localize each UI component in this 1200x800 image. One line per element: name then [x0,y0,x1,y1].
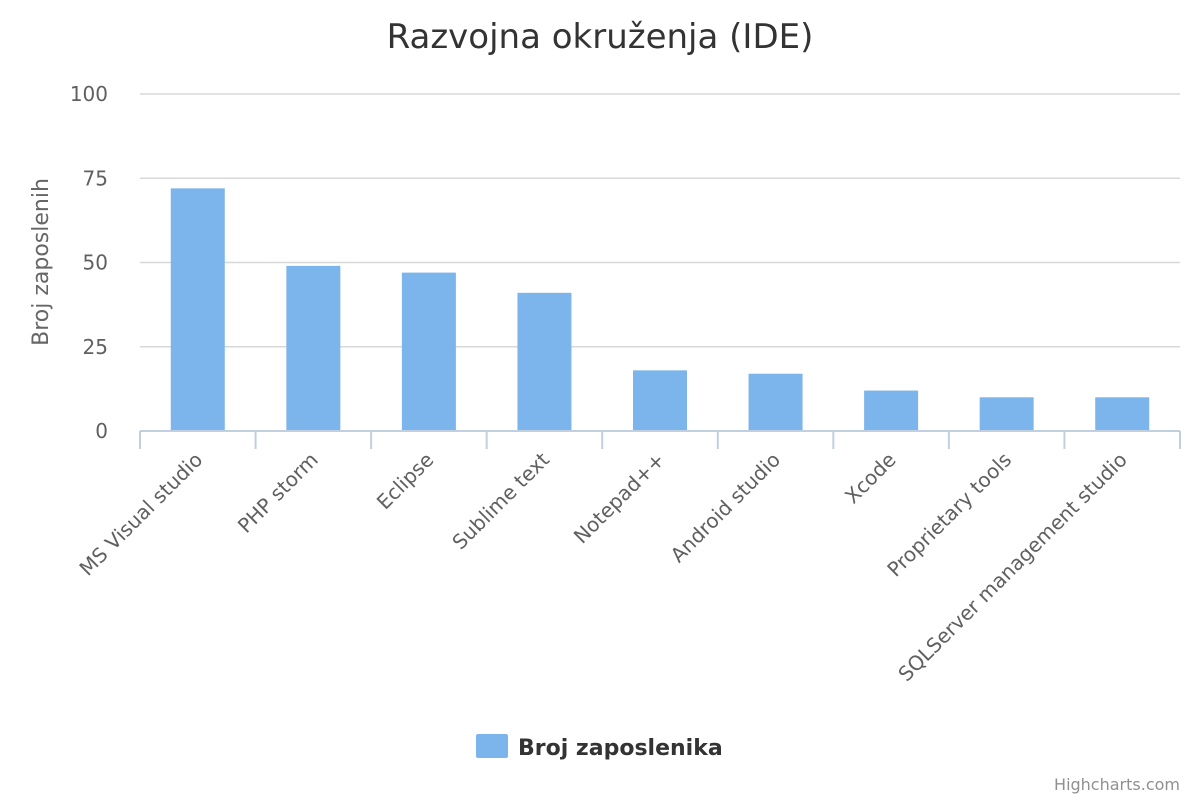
chart-title: Razvojna okruženja (IDE) [387,17,814,57]
bar[interactable] [170,188,225,431]
bar-series [170,188,1150,431]
y-tick-label: 75 [83,166,108,190]
bar[interactable] [1095,397,1150,431]
legend-swatch[interactable] [476,734,508,758]
x-tick-label: MS Visual studio [75,448,208,581]
bar[interactable] [401,272,456,431]
x-tick-label: Sublime text [447,447,554,554]
y-tick-label: 100 [70,82,108,106]
bar[interactable] [979,397,1034,431]
bar[interactable] [633,370,687,431]
gridlines [140,93,1180,348]
y-axis-tick-labels: 0 25 50 75 100 [70,82,108,443]
y-tick-label: 0 [95,419,108,443]
credits-link[interactable]: Highcharts.com [1054,775,1180,794]
legend-label[interactable]: Broj zaposlenika [518,736,723,761]
y-tick-label: 25 [83,335,108,359]
bar[interactable] [864,390,919,431]
y-tick-label: 50 [83,251,108,275]
bar[interactable] [286,265,341,431]
x-tick-label: PHP storm [233,448,323,538]
x-axis-ticks [139,431,1181,449]
bar[interactable] [517,292,572,431]
x-tick-label: Xcode [840,448,901,509]
x-axis-tick-labels: MS Visual studio PHP storm Eclipse Sublime … [75,447,1132,686]
bar[interactable] [748,373,803,431]
x-tick-label: SQLServer management studio [893,448,1131,686]
legend[interactable]: Broj zaposlenika [476,734,723,761]
x-tick-label: Android studio [666,448,786,568]
x-tick-label: Eclipse [372,448,439,515]
x-tick-label: Notepad++ [569,448,670,549]
x-tick-label: Proprietary tools [882,448,1016,582]
y-axis-title: Broj zaposlenih [29,178,54,346]
